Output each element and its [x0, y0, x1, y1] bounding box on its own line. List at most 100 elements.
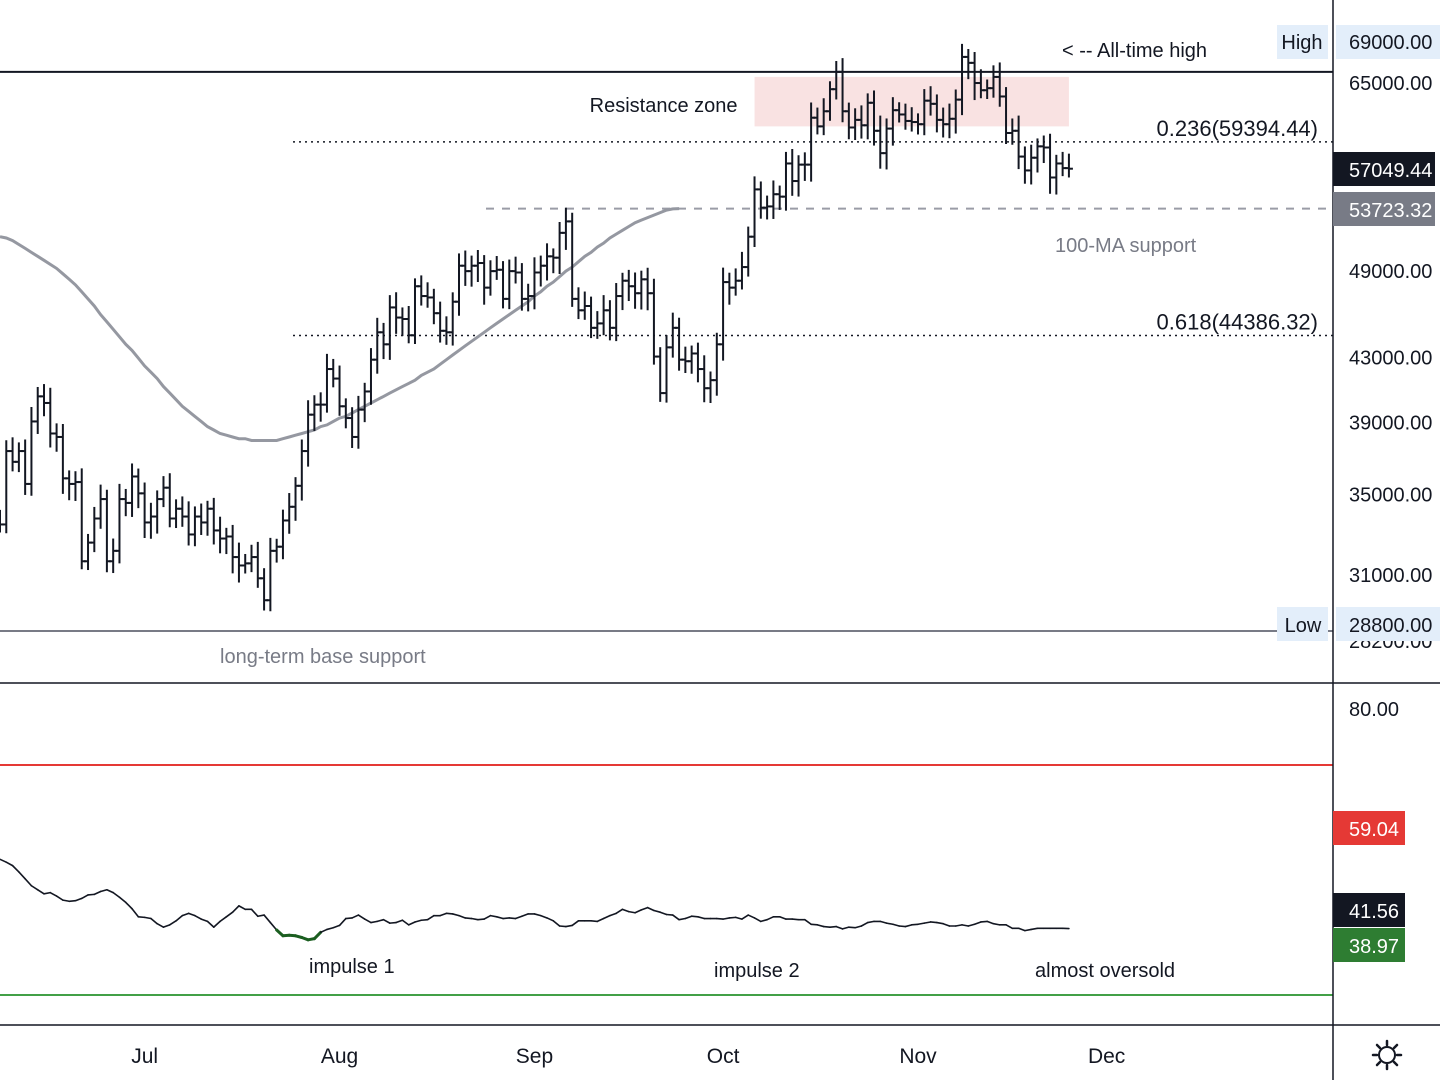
oscillator-segment: [36, 888, 45, 895]
oscillator-segment: [256, 914, 265, 918]
oscillator-segment: [961, 924, 970, 927]
oscillator-segment: [546, 917, 555, 922]
oscillator-segment: [942, 922, 951, 927]
time-axis[interactable]: Jul Aug Sep Oct Nov Dec: [131, 1045, 1125, 1068]
oscillator-segment: [734, 916, 743, 920]
all-time-high-annotation: < -- All-time high: [1062, 40, 1207, 62]
oscillator-segment: [43, 891, 52, 895]
oscillator-segment: [106, 888, 114, 894]
impulse-1-annotation: impulse 1: [309, 956, 395, 978]
oscillator-segment: [156, 922, 165, 928]
oscillator-segment: [395, 919, 404, 924]
oscillator-segment: [464, 917, 473, 920]
oscillator-segment: [231, 905, 240, 914]
oscillator-segment: [414, 919, 423, 923]
fib-0618-label: 0.618(44386.32): [1157, 309, 1318, 334]
oscillator-segment: [351, 914, 360, 919]
price-pane[interactable]: Resistance zone 0.236(59394.44) 0.618(44…: [0, 40, 1333, 668]
oscillator-segment: [312, 930, 323, 941]
oscillator-segment: [99, 888, 108, 893]
oscillator-segment: [552, 920, 561, 927]
oscillator-segment: [345, 917, 353, 920]
oscillator-segment: [112, 891, 121, 899]
oscillator-segment: [835, 925, 844, 930]
oscillator-segment: [590, 920, 599, 923]
oscillator-segment: [841, 926, 850, 930]
oscillator-segment: [24, 878, 33, 887]
oscillator-segment: [533, 913, 542, 917]
oscillator-segment: [602, 914, 611, 920]
oscillator-segment: [407, 921, 416, 926]
oscillator-segment: [766, 915, 775, 921]
oscillator-segment: [892, 923, 900, 927]
oscillator-segment: [49, 891, 58, 897]
oscillator-segment: [68, 899, 77, 903]
oscillator-segment: [621, 908, 630, 913]
oscillator-segment: [929, 921, 938, 924]
oscillator-lower-tag: [1333, 928, 1405, 962]
ma-support-annotation: 100-MA support: [1055, 235, 1197, 257]
oscillator-segment: [181, 912, 190, 917]
month-tick-label: Dec: [1088, 1045, 1125, 1068]
price-tick-label: 31000.00: [1349, 565, 1432, 587]
oscillator-segment: [93, 890, 102, 896]
oscillator-segment: [508, 917, 517, 920]
oscillator-segment: [489, 914, 498, 918]
base-support-annotation: long-term base support: [220, 646, 426, 668]
oscillator-segment: [382, 918, 391, 924]
oscillator-segment: [716, 917, 724, 920]
oscillator-segment: [168, 920, 177, 926]
oscillator-segment: [80, 894, 89, 900]
oscillator-segment: [55, 895, 64, 901]
oscillator-segment: [684, 915, 693, 920]
oscillator-segment: [615, 908, 624, 915]
oscillator-segment: [665, 913, 674, 916]
oscillator-segment: [477, 918, 485, 921]
month-tick-label: Aug: [321, 1045, 358, 1068]
oscillator-lower-value: 38.97: [1349, 936, 1399, 958]
oscillator-segment: [250, 908, 259, 918]
oscillator-segment: [973, 921, 982, 926]
oscillator-pane[interactable]: impulse 1 impulse 2 almost oversold: [0, 764, 1333, 996]
high-tag-value-box: [1336, 25, 1440, 59]
oscillator-segment: [363, 918, 372, 924]
oscillator-segment: [866, 920, 875, 924]
oscillator-line: [0, 858, 1070, 942]
oscillator-segment: [980, 920, 988, 923]
price-tick-label: 65000.00: [1349, 73, 1432, 95]
oscillator-segment: [451, 913, 460, 917]
oscillator-segment: [263, 914, 272, 924]
oscillator-segment: [319, 928, 328, 934]
oscillator-segment: [5, 861, 14, 867]
oscillator-segment: [728, 916, 737, 919]
oscillator-segment: [74, 897, 83, 902]
oscillator-segment: [514, 915, 523, 920]
oscillator-segment: [829, 925, 838, 928]
price-tick-label: 43000.00: [1349, 348, 1432, 370]
month-tick-label: Nov: [899, 1045, 937, 1068]
month-tick-label: Oct: [707, 1045, 740, 1068]
settings-gear-icon[interactable]: [1371, 1039, 1403, 1071]
oscillator-segment: [778, 915, 787, 920]
low-tag-label: Low: [1285, 615, 1322, 637]
oscillator-segment: [1017, 927, 1026, 932]
impulse-2-annotation: impulse 2: [714, 960, 800, 982]
oscillator-segment: [194, 914, 203, 920]
oscillator-segment: [634, 909, 643, 914]
oscillator-segment: [816, 924, 825, 928]
price-tick-label: 49000.00: [1349, 261, 1432, 283]
price-axis[interactable]: 65000.00 49000.00 43000.00 39000.00 35000.00…: [1349, 73, 1432, 587]
high-tag-label-box: [1277, 25, 1328, 59]
oscillator-segment: [810, 923, 819, 926]
oscillator-segment: [18, 871, 26, 880]
low-tag-value-box: [1336, 607, 1440, 641]
oscillator-segment: [137, 915, 146, 919]
oscillator-segment: [697, 915, 706, 920]
oscillator-segment: [627, 910, 636, 914]
oscillator-segment: [426, 914, 435, 921]
oscillator-segment: [225, 911, 234, 918]
oscillator-segment: [401, 919, 410, 926]
oscillator-segment: [879, 920, 888, 924]
